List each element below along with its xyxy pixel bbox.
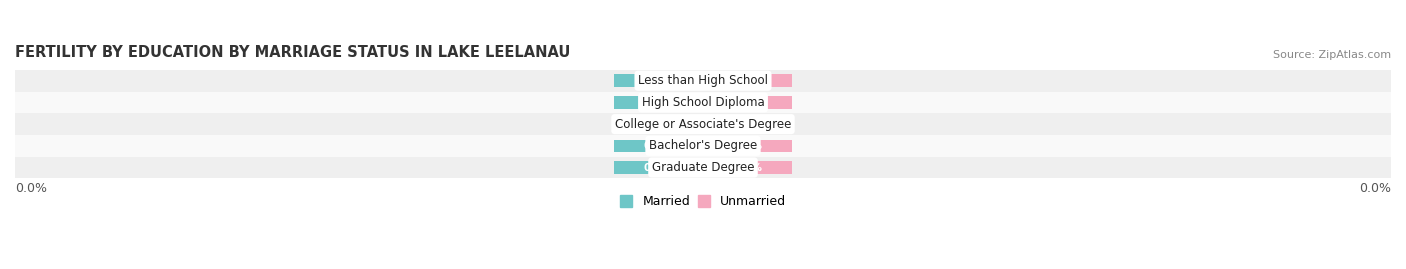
Text: Less than High School: Less than High School — [638, 74, 768, 87]
Bar — [15, 91, 1391, 113]
Text: Source: ZipAtlas.com: Source: ZipAtlas.com — [1272, 50, 1391, 60]
Text: 0.0%: 0.0% — [644, 76, 673, 86]
Text: 0.0%: 0.0% — [733, 141, 762, 151]
Text: 0.0%: 0.0% — [644, 141, 673, 151]
Legend: Married, Unmarried: Married, Unmarried — [617, 193, 789, 211]
Text: 0.0%: 0.0% — [733, 119, 762, 129]
Bar — [613, 96, 703, 109]
Text: 0.0%: 0.0% — [733, 97, 762, 107]
Bar — [613, 75, 703, 87]
Text: Graduate Degree: Graduate Degree — [652, 161, 754, 174]
Bar — [703, 140, 793, 152]
Text: High School Diploma: High School Diploma — [641, 96, 765, 109]
Text: 0.0%: 0.0% — [733, 76, 762, 86]
Text: 0.0%: 0.0% — [733, 162, 762, 172]
Bar — [703, 96, 793, 109]
Bar — [703, 161, 793, 174]
Bar — [15, 70, 1391, 91]
Text: FERTILITY BY EDUCATION BY MARRIAGE STATUS IN LAKE LEELANAU: FERTILITY BY EDUCATION BY MARRIAGE STATU… — [15, 45, 571, 60]
Bar — [703, 75, 793, 87]
Bar — [703, 118, 793, 130]
Text: 0.0%: 0.0% — [644, 162, 673, 172]
Bar — [15, 157, 1391, 178]
Text: 0.0%: 0.0% — [1360, 182, 1391, 194]
Text: Bachelor's Degree: Bachelor's Degree — [650, 139, 756, 152]
Bar — [15, 113, 1391, 135]
Text: 0.0%: 0.0% — [644, 97, 673, 107]
Bar — [613, 118, 703, 130]
Bar — [613, 161, 703, 174]
Bar — [613, 140, 703, 152]
Bar — [15, 135, 1391, 157]
Text: 0.0%: 0.0% — [644, 119, 673, 129]
Text: 0.0%: 0.0% — [15, 182, 46, 194]
Text: College or Associate's Degree: College or Associate's Degree — [614, 118, 792, 131]
